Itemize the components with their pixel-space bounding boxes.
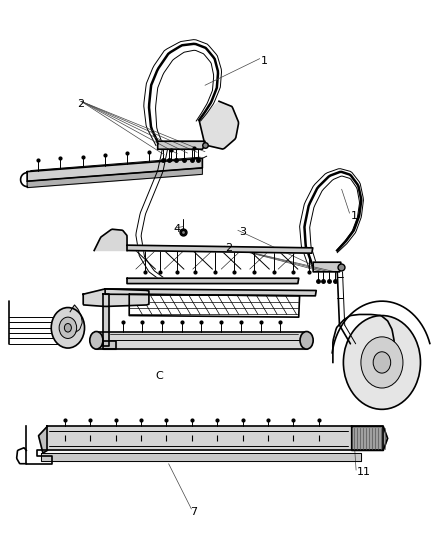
Text: 1: 1 <box>261 56 268 66</box>
Polygon shape <box>69 305 82 333</box>
Polygon shape <box>158 141 205 149</box>
Text: 2: 2 <box>77 99 84 109</box>
Text: 3: 3 <box>239 227 246 237</box>
Polygon shape <box>199 101 238 149</box>
Polygon shape <box>103 294 109 346</box>
Text: 11: 11 <box>357 467 371 477</box>
Text: 7: 7 <box>191 507 198 516</box>
Circle shape <box>51 308 85 348</box>
Ellipse shape <box>300 332 313 349</box>
Polygon shape <box>352 426 388 450</box>
Polygon shape <box>27 158 202 181</box>
Text: C: C <box>155 371 163 381</box>
Circle shape <box>373 352 391 373</box>
Polygon shape <box>127 245 313 253</box>
Polygon shape <box>83 289 149 306</box>
Ellipse shape <box>90 332 103 349</box>
Polygon shape <box>105 289 316 296</box>
Circle shape <box>64 324 71 332</box>
Polygon shape <box>96 332 307 349</box>
Polygon shape <box>47 426 383 450</box>
Polygon shape <box>127 278 299 284</box>
Text: 2: 2 <box>226 243 233 253</box>
Polygon shape <box>27 168 202 188</box>
Polygon shape <box>103 341 116 349</box>
Polygon shape <box>94 229 127 251</box>
Circle shape <box>59 317 77 338</box>
Polygon shape <box>39 426 47 453</box>
Text: 1: 1 <box>350 211 357 221</box>
Circle shape <box>343 316 420 409</box>
Polygon shape <box>41 453 361 461</box>
Circle shape <box>361 337 403 388</box>
Polygon shape <box>313 262 341 272</box>
Text: 4: 4 <box>173 224 180 234</box>
